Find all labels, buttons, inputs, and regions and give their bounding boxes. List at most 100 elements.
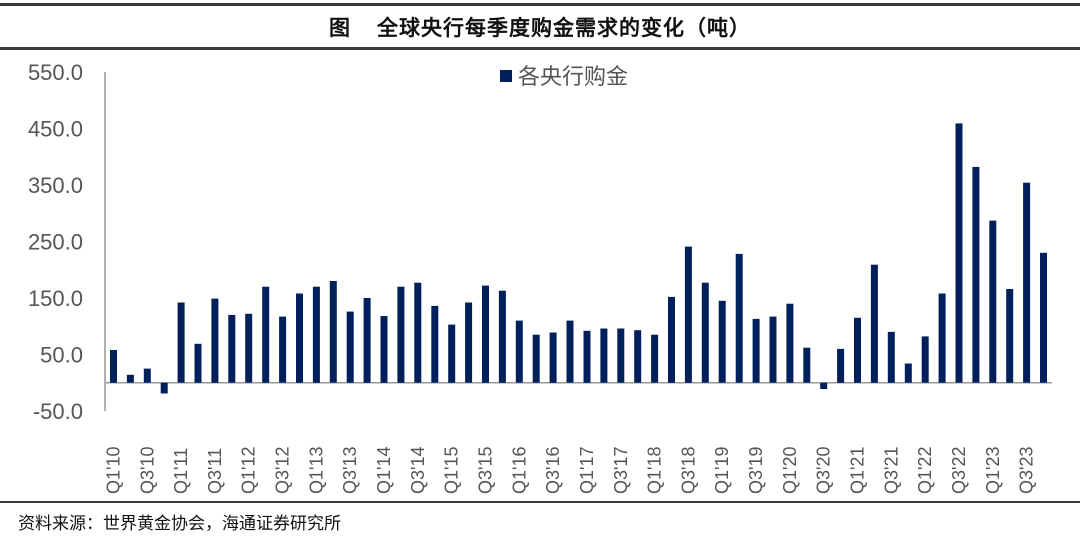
x-tick-label: Q3'18: [678, 447, 698, 494]
top-rule: [0, 3, 1080, 6]
bar: [211, 298, 219, 383]
x-tick-label: Q1'21: [848, 447, 868, 494]
x-tick-label: Q3'20: [814, 447, 834, 494]
x-tick-label: Q3'23: [1017, 447, 1037, 494]
bar: [126, 374, 134, 383]
x-tick-label: Q3'15: [475, 447, 495, 494]
bar: [617, 328, 625, 383]
bar: [380, 316, 388, 383]
bar: [566, 320, 574, 383]
bar: [735, 253, 743, 383]
x-tick-label: Q3'16: [543, 447, 563, 494]
bar: [312, 286, 320, 383]
x-tick-label: Q1'20: [780, 447, 800, 494]
bar: [634, 330, 642, 383]
bar: [854, 317, 861, 383]
y-tick-label: -50.0: [33, 399, 83, 424]
bar: [887, 331, 895, 383]
bar: [532, 334, 540, 383]
bar: [684, 246, 692, 383]
bar: [668, 296, 675, 383]
y-tick-label: 550.0: [28, 60, 83, 85]
x-tick-label: Q1'14: [374, 447, 394, 494]
x-tick-label: Q3'12: [273, 447, 293, 494]
y-tick-label: 450.0: [28, 117, 83, 142]
bar: [160, 382, 168, 394]
legend-label: 各央行购金: [518, 65, 628, 90]
x-tick-label: Q3'22: [949, 447, 969, 494]
x-tick-label: Q3'17: [611, 447, 631, 494]
bar: [515, 320, 523, 383]
x-tick-label: Q1'19: [712, 447, 732, 494]
bar: [279, 316, 287, 383]
bar-chart: -50.0 50.0 150.0 250.0 350.0 450.0 550.0 Q1'10…: [28, 60, 1052, 494]
bar: [837, 348, 845, 383]
x-tick-label: Q3'19: [746, 447, 766, 494]
x-tick-label: Q1'12: [239, 447, 259, 494]
bar: [482, 285, 489, 383]
bar: [110, 350, 117, 383]
x-tick-label: Q3'21: [881, 447, 901, 494]
bar: [329, 281, 337, 383]
bar: [498, 290, 506, 383]
bar: [549, 332, 557, 383]
x-tick-label: Q1'23: [983, 447, 1003, 494]
bar: [1006, 289, 1014, 383]
title-text: 全球央行每季度购金需求的变化（吨）: [377, 15, 751, 40]
bar: [955, 123, 963, 383]
bar: [600, 328, 608, 383]
bar: [651, 334, 659, 383]
x-tick-label: Q1'17: [577, 447, 597, 494]
bar-series: [110, 123, 1047, 394]
x-tick-label: Q3'11: [205, 448, 225, 494]
x-tick-label: Q1'18: [645, 447, 665, 494]
bar: [870, 264, 878, 383]
bar: [718, 300, 726, 383]
y-tick-label: 350.0: [28, 173, 83, 198]
x-tick-label: Q1'16: [509, 447, 529, 494]
bottom-rule: [0, 501, 1080, 503]
x-tick-label: Q1'10: [103, 447, 123, 494]
bar: [397, 286, 405, 383]
bar: [296, 293, 303, 383]
legend: 各央行购金: [500, 65, 628, 90]
bar: [262, 286, 270, 383]
bar: [194, 343, 202, 383]
x-tick-label: Q3'14: [408, 447, 428, 494]
bar: [583, 330, 591, 383]
bar: [752, 318, 760, 383]
bar: [363, 298, 371, 383]
bar: [989, 220, 997, 383]
bar: [431, 305, 439, 383]
bar: [769, 316, 777, 383]
bar: [803, 347, 811, 383]
bar: [701, 282, 709, 383]
bar: [921, 336, 929, 383]
y-tick-label: 250.0: [28, 230, 83, 255]
bar: [448, 324, 456, 383]
bar: [228, 314, 236, 383]
x-tick-label: Q1'13: [306, 447, 326, 494]
bar: [245, 313, 253, 383]
bar: [904, 363, 912, 383]
x-tick-label: Q1'15: [442, 447, 462, 494]
legend-swatch-icon: [500, 70, 512, 82]
x-tick-label: Q3'13: [340, 447, 360, 494]
title-rule: [0, 47, 1080, 50]
x-axis: Q1'10 Q3'10 Q1'11 Q3'11 Q1'12 Q3'12 Q1'13 Q3'13…: [103, 447, 1036, 494]
y-tick-label: 50.0: [40, 343, 83, 368]
bar: [1023, 182, 1031, 383]
bar: [346, 311, 354, 383]
x-tick-label: Q3'10: [137, 447, 157, 494]
bar: [143, 368, 151, 383]
y-tick-label: 150.0: [28, 286, 83, 311]
bar: [414, 282, 422, 383]
bar: [972, 166, 980, 383]
x-tick-label: Q1'11: [171, 448, 191, 494]
figure-label: 图: [329, 15, 351, 40]
bar: [177, 302, 185, 383]
chart-title: 图 全球央行每季度购金需求的变化（吨）: [0, 12, 1080, 42]
bar: [786, 303, 794, 383]
x-tick-label: Q1'22: [915, 447, 935, 494]
bar: [938, 293, 946, 383]
